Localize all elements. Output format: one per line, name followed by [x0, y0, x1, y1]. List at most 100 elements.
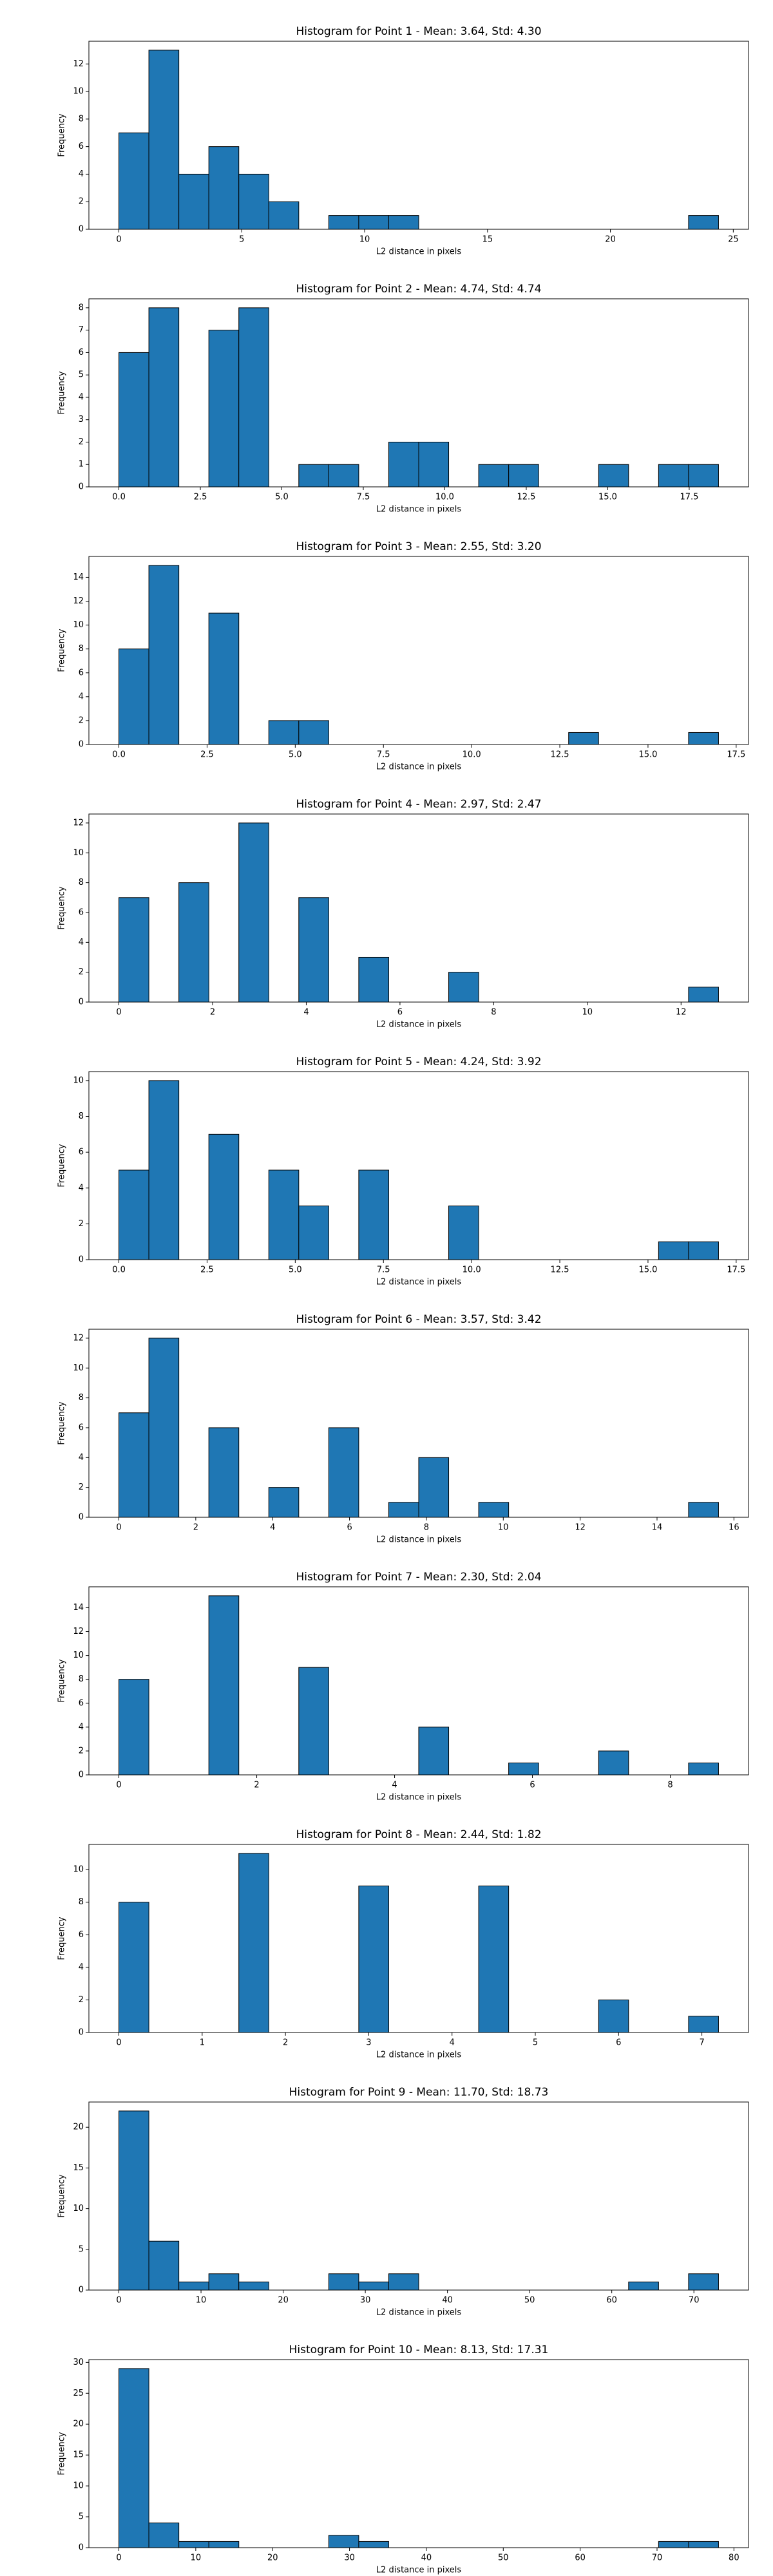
chart-panel: 0 10 20 30 40 50 60 70 80 0 5 10 15 20 25 30 Histogram f…: [57, 2344, 749, 2575]
y-tick-label: 6: [79, 907, 84, 917]
x-tick-label: 7.5: [377, 1265, 390, 1275]
x-tick-label: 4: [270, 1523, 275, 1533]
bar: [148, 307, 180, 488]
y-tick-label: 10: [73, 2481, 84, 2491]
x-axis-label: L2 distance in pixels: [376, 762, 462, 772]
y-tick-label: 0: [79, 1770, 84, 1780]
x-tick-label: 12.5: [551, 1265, 569, 1275]
y-axis-label: Frequency: [57, 1144, 67, 1187]
chart-title: Histogram for Point 3 - Mean: 2.55, Std:…: [296, 540, 541, 553]
bar: [388, 1502, 419, 1518]
chart-panel: 0 10 20 30 40 50 60 70 0 5 10 15 20 Histogram for Poi…: [57, 2086, 749, 2318]
bar: [328, 2535, 359, 2548]
bar: [358, 2281, 389, 2291]
bar: [658, 1241, 689, 1260]
x-tick-label: 10: [582, 1008, 593, 1018]
y-tick-label: 5: [79, 2512, 84, 2522]
chart-title: Histogram for Point 4 - Mean: 2.97, Std:…: [296, 798, 541, 811]
y-axis-label: Frequency: [57, 2174, 67, 2217]
y-tick-label: 12: [73, 1333, 84, 1343]
y-tick-label: 10: [73, 620, 84, 630]
x-tick-label: 0: [116, 2553, 121, 2563]
y-tick-label: 6: [79, 1423, 84, 1432]
x-tick-label: 0.0: [112, 750, 126, 760]
y-tick-label: 0: [79, 482, 84, 492]
x-tick-label: 16: [729, 1523, 740, 1533]
x-tick-label: 50: [524, 2296, 535, 2306]
y-tick-label: 14: [73, 573, 84, 582]
bar: [208, 330, 240, 488]
y-tick-label: 12: [73, 59, 84, 69]
x-tick-label: 17.5: [727, 1265, 745, 1275]
y-tick-label: 8: [79, 878, 84, 887]
bar: [208, 2273, 240, 2291]
y-tick-label: 6: [79, 668, 84, 677]
x-tick-label: 12: [575, 1523, 586, 1533]
y-tick-label: 7: [79, 325, 84, 335]
x-tick-label: 15.0: [598, 493, 617, 502]
x-tick-label: 40: [442, 2296, 453, 2306]
bar: [148, 2523, 180, 2548]
plot-frame: [88, 41, 749, 230]
x-tick-label: 8: [491, 1008, 496, 1018]
bar: [688, 215, 719, 230]
chart-panel: 0.0 2.5 5.0 7.5 10.0 12.5 15.0 17.5 0 1 2 3 4 5 6 7 8 His…: [57, 283, 749, 515]
bar: [238, 2281, 269, 2291]
bar: [688, 2541, 719, 2548]
bar: [688, 1502, 719, 1518]
chart-title: Histogram for Point 10 - Mean: 8.13, Std…: [289, 2344, 549, 2356]
x-tick-label: 0: [116, 2296, 121, 2306]
bar: [418, 1727, 450, 1776]
bar: [298, 1206, 329, 1260]
bar: [119, 1170, 149, 1260]
bar: [328, 2273, 359, 2291]
y-tick-label: 0: [79, 2286, 84, 2295]
y-tick-label: 8: [79, 1674, 84, 1684]
chart-panel: 0 2 4 6 8 10 12 14 16 0 2 4 6 8 10 12 Histogram for Poin…: [57, 1313, 749, 1545]
x-tick-label: 5: [239, 235, 244, 245]
bar: [388, 2273, 419, 2291]
y-tick-label: 0: [79, 2543, 84, 2553]
bar: [388, 441, 419, 488]
bar: [178, 2281, 209, 2291]
y-tick-label: 4: [79, 1183, 84, 1193]
x-tick-label: 8: [667, 1781, 673, 1790]
y-tick-label: 4: [79, 392, 84, 402]
chart-panel: 0 2 4 6 8 0 2 4 6 8 10 12 14 Histogram for Point 7 - …: [57, 1571, 749, 1803]
bar: [358, 1170, 389, 1260]
y-tick-label: 2: [79, 437, 84, 447]
y-tick-label: 8: [79, 1393, 84, 1403]
y-tick-label: 0: [79, 740, 84, 750]
y-axis-label: Frequency: [57, 2432, 67, 2475]
bar: [208, 612, 240, 745]
x-tick-label: 5: [533, 2038, 538, 2048]
bar: [238, 173, 269, 230]
bar: [148, 50, 180, 230]
x-tick-label: 40: [421, 2553, 432, 2563]
x-tick-label: 4: [303, 1008, 309, 1018]
y-tick-label: 1: [79, 460, 84, 469]
x-tick-label: 12: [676, 1008, 687, 1018]
y-tick-label: 10: [73, 1651, 84, 1660]
x-axis-label: L2 distance in pixels: [376, 1535, 462, 1545]
bar: [328, 1427, 359, 1518]
x-tick-label: 3: [366, 2038, 371, 2048]
bar: [478, 1885, 510, 2033]
x-tick-label: 30: [344, 2553, 355, 2563]
x-tick-label: 70: [652, 2553, 663, 2563]
x-axis-label: L2 distance in pixels: [376, 247, 462, 257]
y-tick-label: 2: [79, 967, 84, 977]
bar: [119, 649, 149, 745]
bar: [688, 1241, 719, 1260]
bar: [358, 215, 389, 230]
y-tick-label: 4: [79, 938, 84, 947]
x-tick-label: 2: [193, 1523, 198, 1533]
bar: [688, 464, 719, 488]
bar: [268, 1487, 300, 1518]
bar: [119, 897, 149, 1003]
x-tick-label: 6: [530, 1781, 535, 1790]
y-tick-label: 5: [79, 370, 84, 380]
bar: [298, 464, 329, 488]
y-tick-label: 2: [79, 197, 84, 207]
